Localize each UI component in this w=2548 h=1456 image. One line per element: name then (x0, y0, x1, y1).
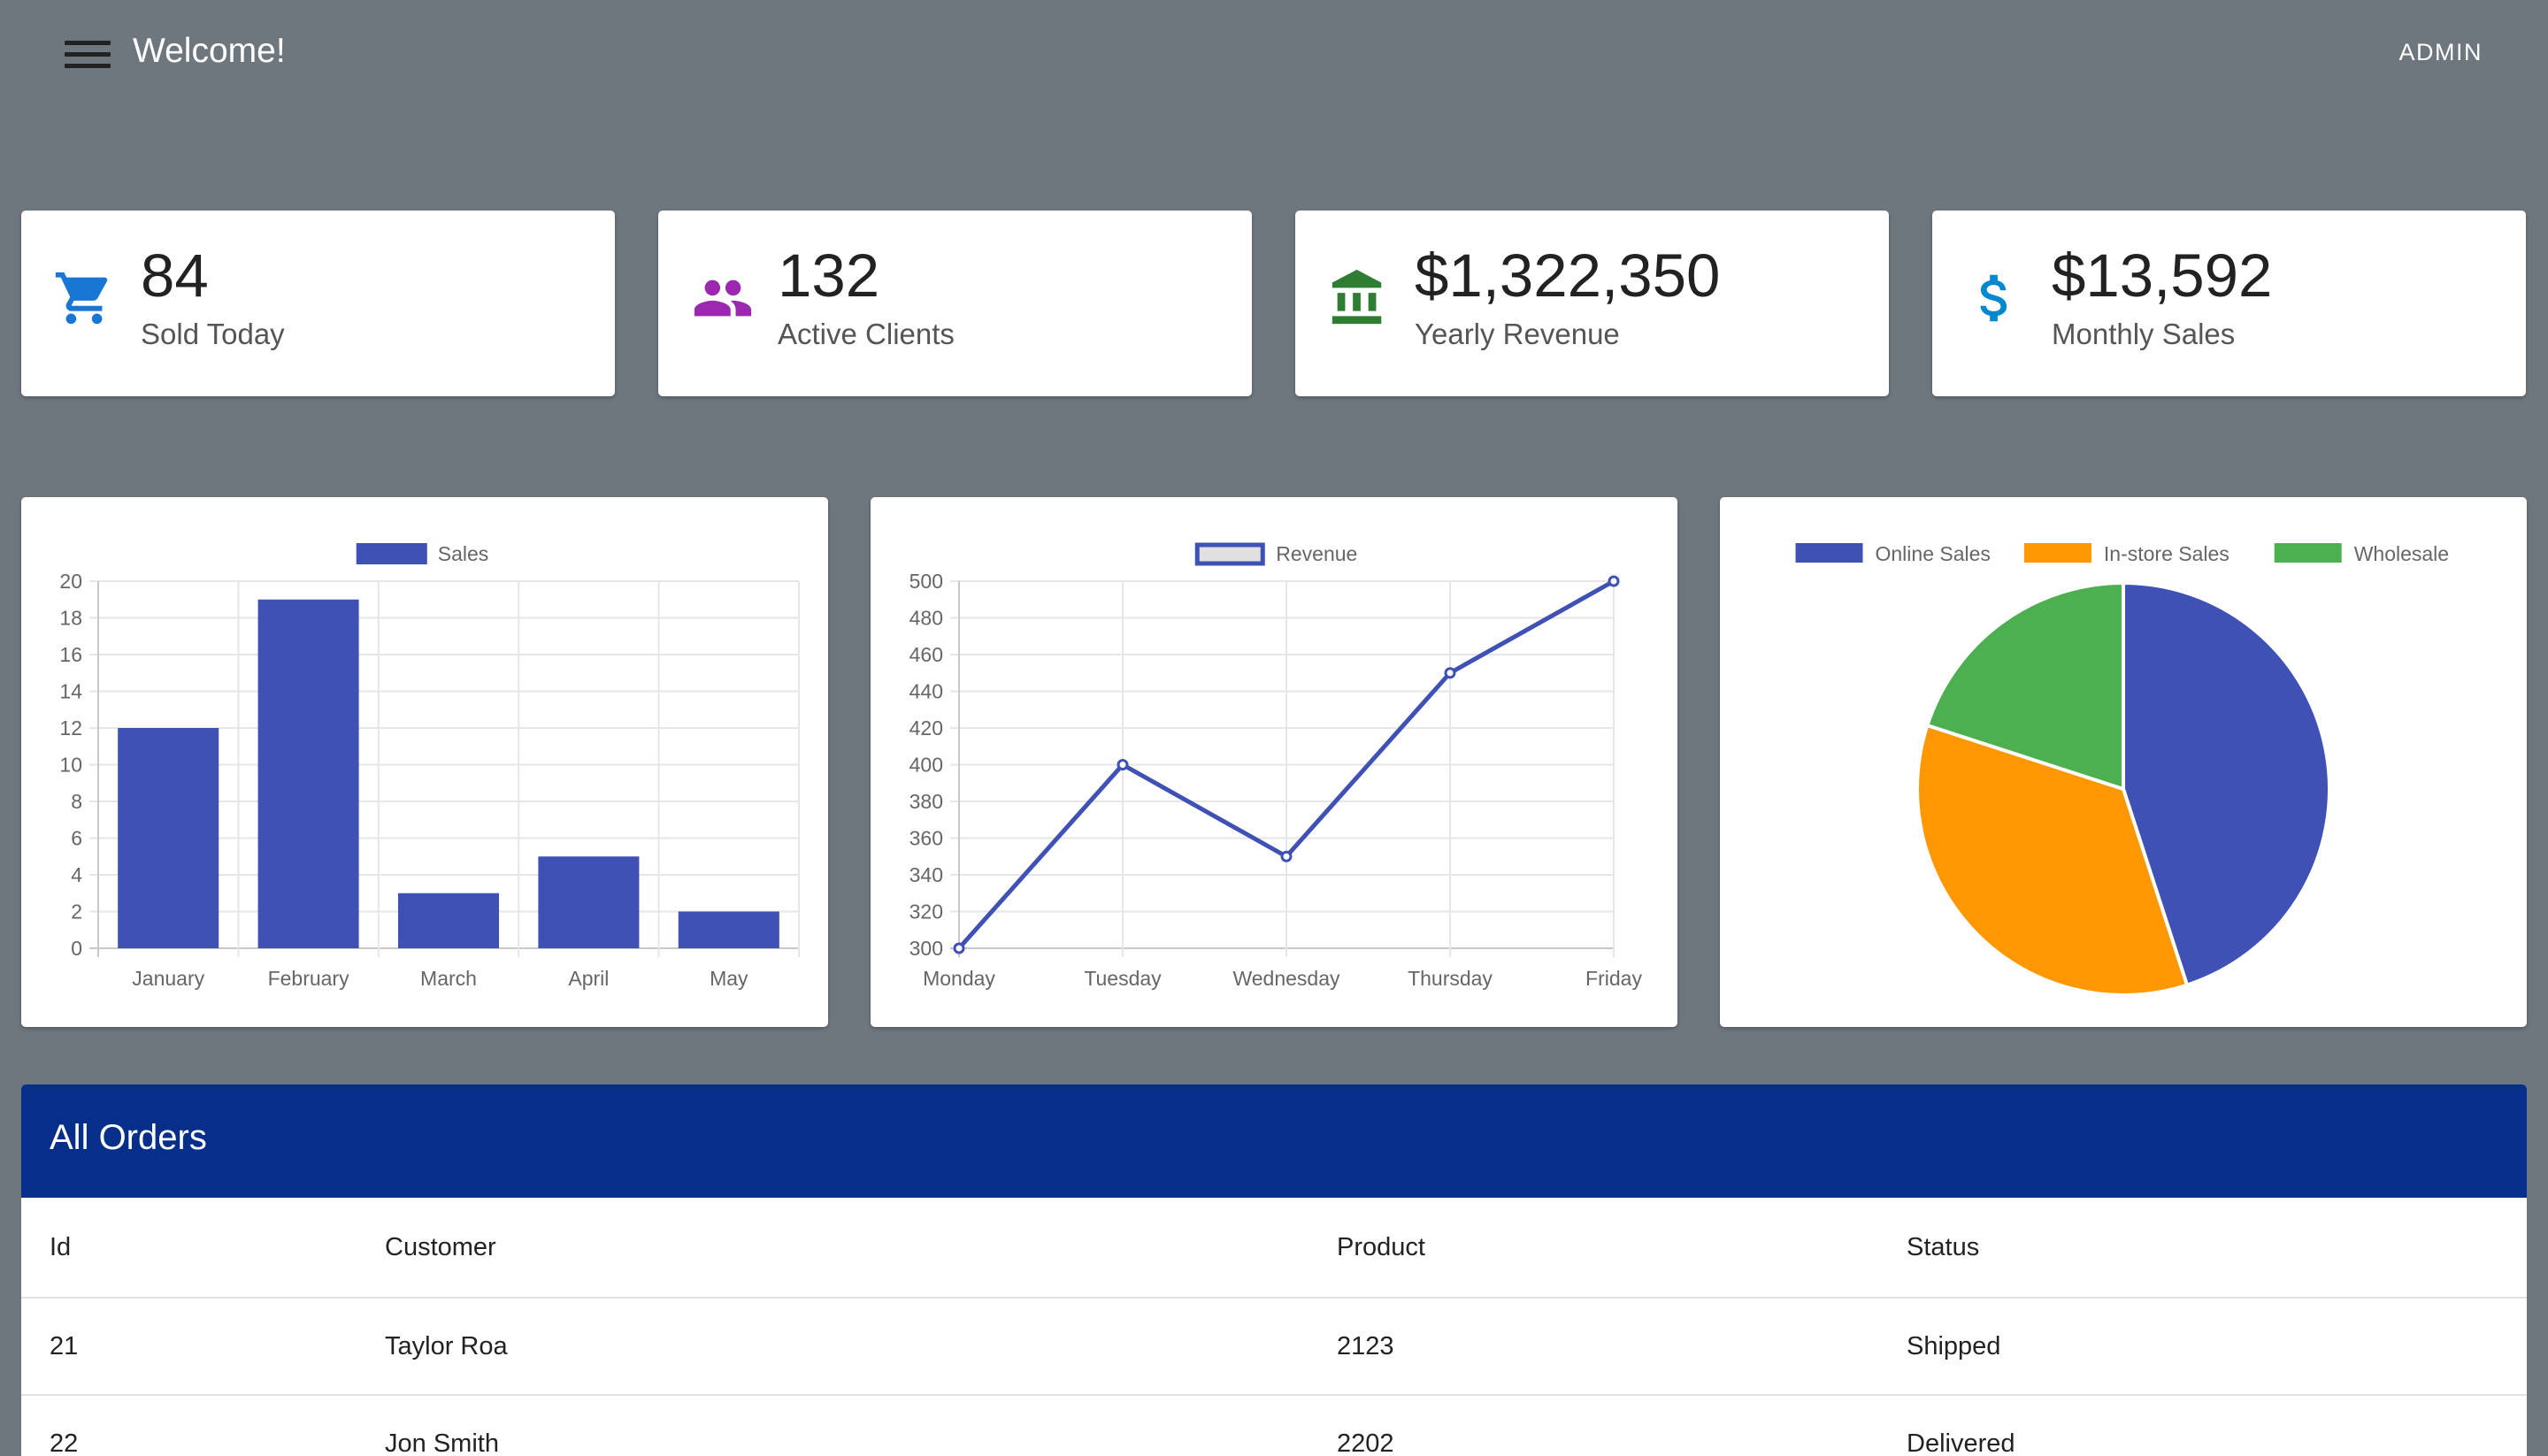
legend-label: Online Sales (1876, 542, 1991, 565)
order-id: 22 (50, 1429, 79, 1456)
stat-label: Monthly Sales (2052, 318, 2236, 350)
order-customer: Taylor Roa (385, 1332, 508, 1360)
column-header[interactable]: Id (50, 1233, 72, 1261)
data-point (1608, 575, 1620, 587)
stat-value: $13,592 (2052, 241, 2273, 310)
revenue-line-chart-card: 300 320 340 360 380 400 420 440 460 480 500 Monday T… (871, 497, 1677, 1027)
x-tick-label: March (420, 967, 477, 990)
stat-value: $1,322,350 (1415, 241, 1721, 310)
y-tick-label: 320 (909, 900, 943, 923)
column-header[interactable]: Customer (385, 1233, 496, 1261)
stat-value: 132 (778, 241, 880, 310)
sales-pie-chart-card: Online Sales In-store Sales Wholesale (1720, 497, 2527, 1027)
data-point (1117, 759, 1129, 770)
dollar-icon (1964, 267, 2044, 338)
order-id: 21 (50, 1332, 79, 1360)
y-tick-label: 14 (59, 680, 82, 703)
bank-icon (1327, 267, 1407, 338)
order-status: Delivered (1907, 1429, 2015, 1456)
legend-swatch (2023, 543, 2091, 563)
legend-label: Wholesale (2354, 542, 2449, 565)
data-point (1444, 667, 1456, 679)
orders-table: All Orders Id Customer Product Status 21… (21, 1084, 2527, 1456)
sales-pie-chart: Online Sales In-store Sales Wholesale (1795, 542, 2449, 997)
x-tick-label: Friday (1585, 967, 1642, 990)
data-point (1280, 850, 1293, 862)
bar (118, 728, 219, 948)
orders-title: All Orders (21, 1084, 2527, 1198)
y-tick-label: 18 (59, 607, 82, 630)
x-tick-label: January (132, 967, 204, 990)
x-tick-label: Tuesday (1084, 967, 1162, 990)
stat-label: Yearly Revenue (1415, 318, 1620, 350)
y-tick-label: 480 (909, 607, 943, 630)
x-tick-label: May (710, 967, 748, 990)
column-header[interactable]: Status (1907, 1233, 1980, 1261)
legend-label: In-store Sales (2104, 542, 2230, 565)
y-tick-label: 12 (59, 717, 82, 739)
y-tick-label: 500 (909, 570, 943, 593)
y-tick-label: 440 (909, 680, 943, 703)
y-tick-label: 0 (71, 937, 82, 960)
table-row[interactable]: 22 Jon Smith 2202 Delivered (21, 1396, 2527, 1456)
order-product: 2202 (1337, 1429, 1394, 1456)
revenue-line-chart: 300 320 340 360 380 400 420 440 460 480 500 Monday T… (909, 542, 1643, 990)
y-tick-label: 2 (71, 900, 82, 923)
y-tick-label: 340 (909, 863, 943, 886)
stat-value: 84 (141, 241, 209, 310)
stat-card-sold-today: 84 Sold Today (21, 211, 615, 396)
y-tick-label: 420 (909, 717, 943, 739)
pie-slice (1924, 580, 2125, 792)
y-tick-label: 380 (909, 790, 943, 813)
page-title: Welcome! (133, 32, 286, 70)
x-tick-label: Thursday (1408, 967, 1493, 990)
y-tick-label: 460 (909, 643, 943, 666)
sales-bar-chart: 0 2 4 6 8 10 12 14 16 18 20 January February March Apr… (59, 542, 800, 990)
y-tick-label: 6 (71, 827, 82, 850)
y-tick-label: 10 (59, 754, 82, 777)
top-app-bar: Welcome! ADMIN (0, 0, 2548, 111)
legend-swatch (2274, 543, 2342, 563)
menu-icon[interactable] (58, 35, 117, 76)
cart-icon (53, 267, 133, 338)
x-tick-label: Wednesday (1232, 967, 1340, 990)
y-tick-label: 400 (909, 754, 943, 777)
legend-swatch (1194, 542, 1265, 566)
stat-label: Active Clients (778, 318, 955, 350)
bar (257, 599, 359, 948)
y-tick-label: 8 (71, 790, 82, 813)
bar (678, 911, 779, 948)
table-row[interactable]: 21 Taylor Roa 2123 Shipped (21, 1299, 2527, 1396)
x-tick-label: Monday (923, 967, 995, 990)
legend-swatch (356, 543, 427, 564)
admin-menu-button[interactable]: ADMIN (2398, 39, 2483, 65)
x-tick-label: April (568, 967, 609, 990)
y-tick-label: 4 (71, 863, 82, 886)
stat-card-monthly-sales: $13,592 Monthly Sales (1932, 211, 2526, 396)
bar (397, 893, 500, 948)
y-tick-label: 360 (909, 827, 943, 850)
column-header[interactable]: Product (1337, 1233, 1425, 1261)
sales-bar-chart-card: 0 2 4 6 8 10 12 14 16 18 20 January February March Apr… (21, 497, 828, 1027)
x-tick-label: February (268, 967, 350, 990)
y-tick-label: 20 (59, 570, 82, 593)
legend-swatch (1795, 543, 1863, 563)
legend-label: Revenue (1276, 542, 1357, 565)
legend-label: Sales (438, 542, 489, 565)
pie-slice (1915, 723, 2190, 997)
stat-card-active-clients: 132 Active Clients (658, 211, 1252, 396)
order-product: 2123 (1337, 1332, 1394, 1360)
bar (538, 856, 640, 948)
stat-card-yearly-revenue: $1,322,350 Yearly Revenue (1295, 211, 1889, 396)
stat-label: Sold Today (141, 318, 285, 350)
pie-slice (2122, 580, 2331, 988)
order-customer: Jon Smith (385, 1429, 499, 1456)
table-header-row: Id Customer Product Status (21, 1198, 2527, 1299)
users-icon (690, 267, 770, 338)
y-tick-label: 16 (59, 643, 82, 666)
order-status: Shipped (1907, 1332, 2001, 1360)
y-tick-label: 300 (909, 937, 943, 960)
data-point (953, 942, 965, 954)
